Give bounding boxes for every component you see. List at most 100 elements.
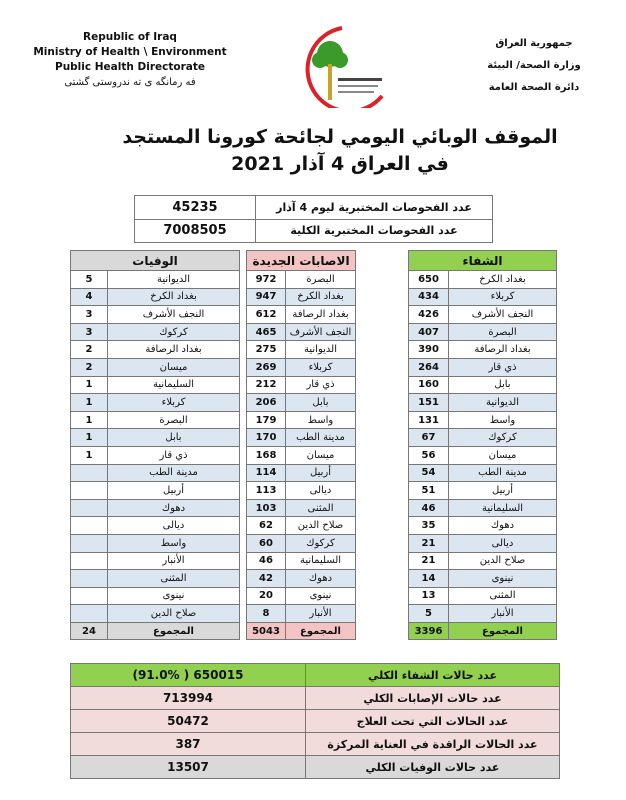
row-value bbox=[70, 569, 108, 588]
governorate-name: ذي قار bbox=[107, 445, 240, 465]
governorate-name: كربلاء bbox=[285, 357, 356, 377]
row-value: 54 bbox=[408, 463, 449, 483]
governorate-name: دهوك bbox=[285, 569, 356, 588]
table-row: السليمانية 46 bbox=[408, 498, 557, 518]
row-value: 168 bbox=[246, 445, 286, 465]
summary-row: عدد حالات الوفيات الكلي 13507 bbox=[70, 755, 560, 779]
governorate-name: ذي قار bbox=[448, 357, 557, 377]
table-row: بابل 160 bbox=[408, 375, 557, 395]
summary-label: عدد حالات الشفاء الكلي bbox=[305, 663, 560, 687]
governorate-name: دهوك bbox=[107, 498, 240, 518]
governorate-name: واسط bbox=[107, 533, 240, 553]
row-value bbox=[70, 551, 108, 571]
table-row: كربلاء 269 bbox=[246, 357, 356, 377]
row-value: 103 bbox=[246, 498, 286, 518]
table-row: ديالى bbox=[70, 516, 240, 535]
row-value: 206 bbox=[246, 393, 286, 412]
table-row: واسط 179 bbox=[246, 410, 356, 430]
governorate-name: المثنى bbox=[285, 498, 356, 518]
row-value: 35 bbox=[408, 516, 449, 535]
table-row: ذي قار 264 bbox=[408, 357, 557, 377]
table-row: أربيل 114 bbox=[246, 463, 356, 483]
table-row: المثنى 13 bbox=[408, 586, 557, 606]
governorate-name: كربلاء bbox=[107, 393, 240, 412]
row-value: 114 bbox=[246, 463, 286, 483]
row-value: 13 bbox=[408, 586, 449, 606]
table-row: المثنى 103 bbox=[246, 498, 356, 518]
governorate-name: ذي قار bbox=[285, 375, 356, 395]
governorate-name: السليمانية bbox=[448, 498, 557, 518]
table-row: البصرة 1 bbox=[70, 410, 240, 430]
table-row: ميسان 56 bbox=[408, 445, 557, 465]
row-value: 151 bbox=[408, 393, 449, 412]
governorate-name: كركوك bbox=[107, 322, 240, 342]
table-row: النجف الأشرف 465 bbox=[246, 322, 356, 342]
summary-label: عدد الحالات التي تحت العلاج bbox=[305, 709, 560, 733]
table-row: دهوك 42 bbox=[246, 569, 356, 588]
table-row: الديوانية 5 bbox=[70, 270, 240, 289]
table-row: مدينة الطب 54 bbox=[408, 463, 557, 483]
table-row: بابل 206 bbox=[246, 393, 356, 412]
table-row: ميسان 2 bbox=[70, 357, 240, 377]
table-row: كربلاء 1 bbox=[70, 393, 240, 412]
row-label: عدد الفحوصات المختبرية الكلية bbox=[255, 218, 493, 243]
governorate-name: ديالى bbox=[285, 481, 356, 500]
row-value bbox=[70, 481, 108, 500]
governorate-name: مدينة الطب bbox=[107, 463, 240, 483]
table-row: ذي قار 1 bbox=[70, 445, 240, 465]
governorate-name: نينوى bbox=[107, 586, 240, 606]
title-line-1: الموقف الوبائي اليومي لجائحة كورونا المس… bbox=[122, 126, 558, 148]
row-value: 4 bbox=[70, 287, 108, 307]
summary-value: 13507 bbox=[70, 755, 306, 779]
table-row: النجف الأشرف 3 bbox=[70, 305, 240, 324]
row-value: 650 bbox=[408, 270, 449, 289]
header-line: جمهورية العراق bbox=[495, 38, 573, 49]
row-value: 20 bbox=[246, 586, 286, 606]
governorate-name: مدينة الطب bbox=[285, 428, 356, 447]
lab-tests-table: عدد الفحوصات المختبرية ليوم 4 آذار 45235 … bbox=[134, 195, 493, 243]
total-label: المجموع bbox=[285, 621, 356, 641]
governorate-name: واسط bbox=[285, 410, 356, 430]
governorate-name: الأنبار bbox=[285, 604, 356, 623]
row-label: عدد الفحوصات المختبرية ليوم 4 آذار bbox=[255, 195, 493, 220]
row-value: 14 bbox=[408, 569, 449, 588]
table-row: كركوك 67 bbox=[408, 428, 557, 447]
governorate-name: الديوانية bbox=[448, 393, 557, 412]
table-row: صلاح الدين 21 bbox=[408, 551, 557, 571]
row-value bbox=[70, 533, 108, 553]
table-row: نينوى 20 bbox=[246, 586, 356, 606]
governorate-name: البصرة bbox=[285, 270, 356, 289]
table-row: كربلاء 434 bbox=[408, 287, 557, 307]
governorate-name: أربيل bbox=[448, 481, 557, 500]
total-row: المجموع 5043 bbox=[246, 621, 356, 641]
ministry-logo bbox=[305, 26, 384, 108]
governorate-name: دهوك bbox=[448, 516, 557, 535]
row-value: 2 bbox=[70, 357, 108, 377]
governorate-name: البصرة bbox=[107, 410, 240, 430]
row-value: 1 bbox=[70, 393, 108, 412]
table-row: مدينة الطب bbox=[70, 463, 240, 483]
recovery-table: الشفاء بغداد الكرخ 650 كربلاء 434 النجف الأشر… bbox=[408, 250, 557, 641]
english-header: Republic of Iraq Ministry of Health \ En… bbox=[30, 30, 230, 90]
table-row: كركوك 60 bbox=[246, 533, 356, 553]
governorate-name: النجف الأشرف bbox=[285, 322, 356, 342]
summary-value: 713994 bbox=[70, 686, 306, 710]
governorate-name: نينوى bbox=[448, 569, 557, 588]
summary-value: 387 bbox=[70, 732, 306, 756]
governorate-name: كركوك bbox=[285, 533, 356, 553]
row-value bbox=[70, 463, 108, 483]
row-value bbox=[70, 586, 108, 606]
row-value: 51 bbox=[408, 481, 449, 500]
table-row: الأنبار 8 bbox=[246, 604, 356, 623]
table-row: المثنى bbox=[70, 569, 240, 588]
row-value: 212 bbox=[246, 375, 286, 395]
governorate-name: بغداد الرصافة bbox=[285, 305, 356, 324]
governorate-name: ميسان bbox=[285, 445, 356, 465]
row-value bbox=[70, 516, 108, 535]
governorate-name: أربيل bbox=[285, 463, 356, 483]
governorate-name: بغداد الكرخ bbox=[448, 270, 557, 289]
title-line-2: في العراق 4 آذار 2021 bbox=[231, 153, 449, 175]
governorate-name: السليمانية bbox=[285, 551, 356, 571]
row-value: 160 bbox=[408, 375, 449, 395]
table-row: نينوى 14 bbox=[408, 569, 557, 588]
